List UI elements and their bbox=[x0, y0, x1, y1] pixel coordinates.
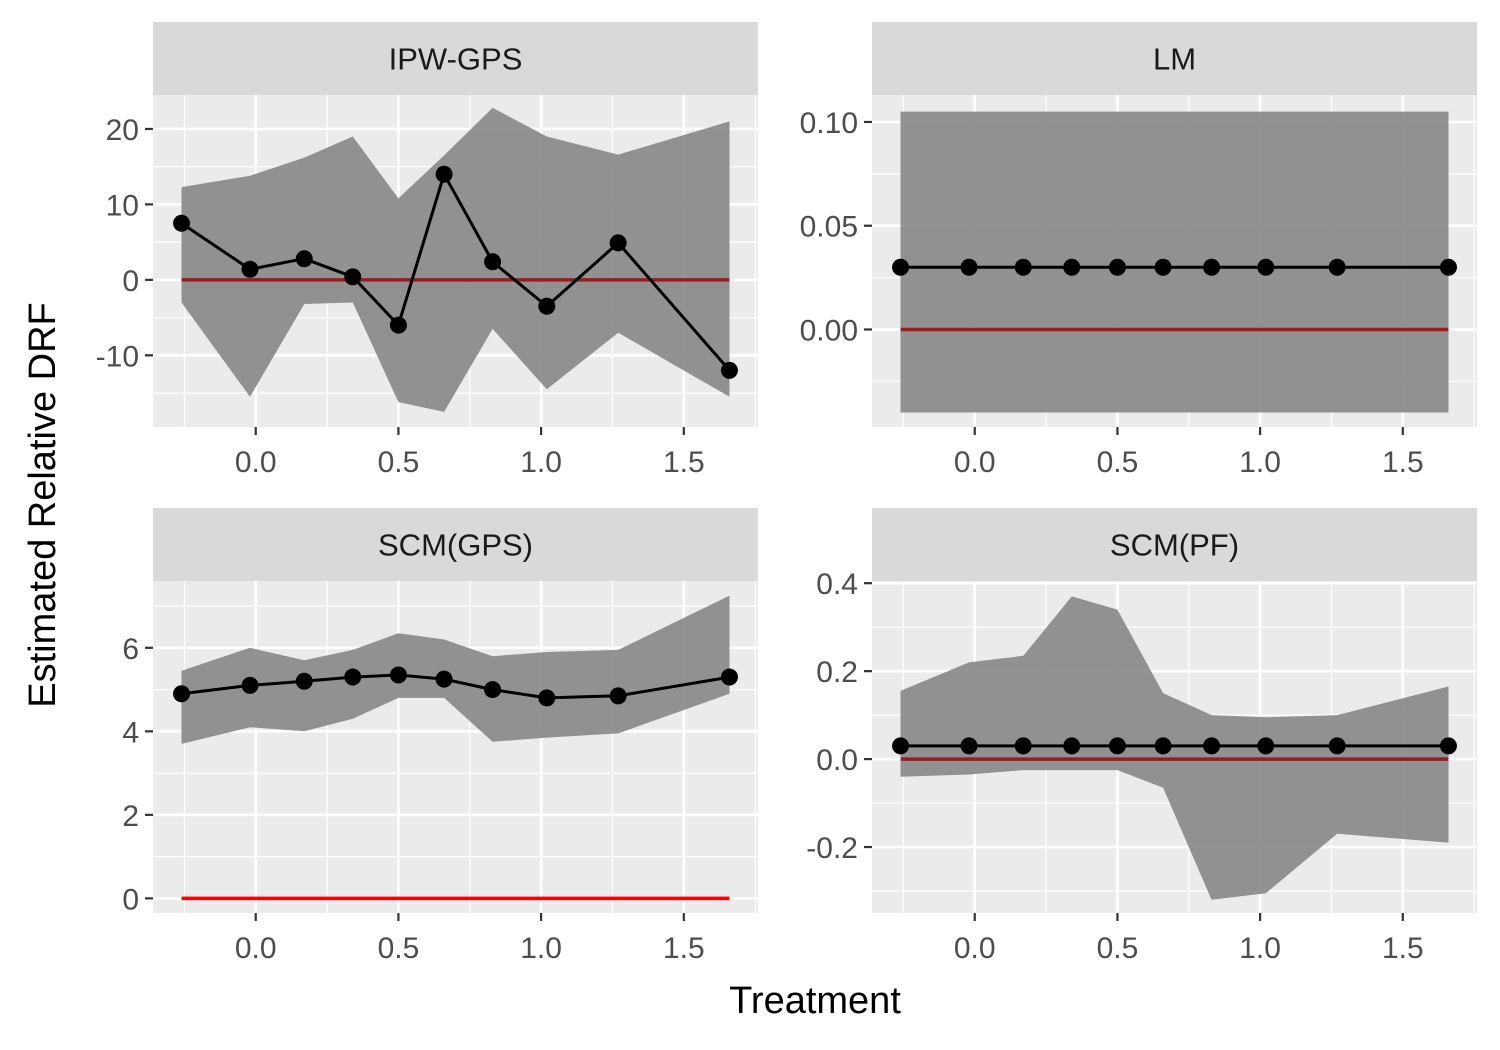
data-point bbox=[435, 670, 453, 688]
data-point bbox=[1439, 258, 1457, 276]
x-axis-title: Treatment bbox=[729, 980, 901, 1022]
y-tick-label: 20 bbox=[106, 114, 139, 147]
facet-panel-4: SCM(PF) -0.2 0.0 0.2 0.4 0.0 0.5 1.0 1.5 bbox=[806, 508, 1477, 965]
y-tick-label: 0.2 bbox=[816, 656, 858, 689]
facet-panel-2: LM 0.00 0.05 0.10 0.0 0.5 1.0 1.5 bbox=[800, 22, 1477, 479]
estimate-line bbox=[180, 170, 731, 372]
facet-title: SCM(GPS) bbox=[378, 528, 533, 563]
x-tick-label: 1.0 bbox=[520, 446, 562, 479]
data-point bbox=[389, 666, 407, 684]
y-tick-label: -10 bbox=[96, 340, 139, 373]
facet-title: LM bbox=[1153, 42, 1196, 77]
data-point bbox=[173, 685, 191, 703]
y-tick-label: 6 bbox=[122, 633, 139, 666]
x-tick-label: 1.5 bbox=[663, 446, 705, 479]
data-point bbox=[1154, 737, 1172, 755]
y-tick-label: -0.2 bbox=[806, 832, 858, 865]
data-point bbox=[1257, 737, 1275, 755]
data-point bbox=[960, 258, 978, 276]
facet-title: SCM(PF) bbox=[1110, 528, 1239, 563]
data-point bbox=[720, 361, 738, 379]
data-point bbox=[484, 253, 502, 271]
x-tick-label: 1.5 bbox=[663, 932, 705, 965]
data-point bbox=[892, 737, 910, 755]
estimate-line bbox=[181, 673, 730, 700]
data-point bbox=[1257, 258, 1275, 276]
x-tick-label: 0.5 bbox=[378, 932, 420, 965]
data-point bbox=[1328, 258, 1346, 276]
data-point bbox=[241, 260, 259, 278]
facet-panel-1: IPW-GPS -10 0 10 20 0.0 0.5 1.0 1.5 bbox=[96, 22, 758, 479]
data-point bbox=[1203, 737, 1221, 755]
data-point bbox=[1063, 737, 1081, 755]
data-point bbox=[389, 316, 407, 334]
facet-strip bbox=[872, 508, 1477, 581]
data-point bbox=[892, 258, 910, 276]
data-point bbox=[1328, 737, 1346, 755]
x-tick-label: 1.0 bbox=[1239, 932, 1281, 965]
y-tick-label: 0.0 bbox=[816, 744, 858, 777]
facet-strip bbox=[153, 22, 758, 95]
y-tick-label: 0.05 bbox=[800, 211, 858, 244]
data-point bbox=[960, 737, 978, 755]
plot-area bbox=[872, 581, 1477, 913]
facet-panel-3: SCM(GPS) 0 2 4 6 0.0 0.5 1.0 1.5 bbox=[122, 508, 758, 965]
data-point bbox=[1014, 258, 1032, 276]
y-axis-title: Estimated Relative DRF bbox=[22, 302, 64, 707]
data-point bbox=[344, 668, 362, 686]
data-point bbox=[1108, 737, 1126, 755]
x-tick-label: 1.0 bbox=[1239, 446, 1281, 479]
data-point bbox=[1108, 258, 1126, 276]
facet-title: IPW-GPS bbox=[389, 42, 523, 77]
y-tick-label: 0 bbox=[122, 883, 139, 916]
data-point bbox=[173, 214, 191, 232]
data-point bbox=[609, 234, 627, 252]
data-point bbox=[1014, 737, 1032, 755]
data-point bbox=[344, 268, 362, 286]
data-point bbox=[295, 250, 313, 268]
plot-area bbox=[872, 95, 1477, 427]
data-point bbox=[241, 676, 259, 694]
data-point bbox=[1063, 258, 1081, 276]
data-point bbox=[295, 672, 313, 690]
x-tick-label: 0.0 bbox=[235, 446, 277, 479]
y-tick-label: 0 bbox=[122, 265, 139, 298]
facet-strip bbox=[153, 508, 758, 581]
plot-area bbox=[153, 95, 758, 427]
confidence-band bbox=[900, 596, 1449, 900]
x-tick-label: 0.5 bbox=[1097, 932, 1139, 965]
x-tick-label: 0.5 bbox=[1097, 446, 1139, 479]
x-tick-label: 0.0 bbox=[954, 446, 996, 479]
data-point bbox=[435, 165, 453, 183]
confidence-band bbox=[900, 111, 1449, 413]
data-point bbox=[1203, 258, 1221, 276]
y-tick-label: 0.00 bbox=[800, 314, 858, 347]
plot-area bbox=[153, 581, 758, 913]
y-tick-label: 0.10 bbox=[800, 107, 858, 140]
x-tick-label: 0.0 bbox=[235, 932, 277, 965]
data-point bbox=[538, 689, 556, 707]
x-tick-label: 1.5 bbox=[1382, 932, 1424, 965]
x-tick-label: 1.0 bbox=[520, 932, 562, 965]
confidence-band bbox=[181, 595, 730, 744]
data-point bbox=[538, 297, 556, 315]
confidence-band bbox=[181, 107, 730, 412]
data-point bbox=[484, 681, 502, 699]
y-tick-label: 0.4 bbox=[816, 568, 858, 601]
data-point bbox=[720, 668, 738, 686]
y-tick-label: 2 bbox=[122, 800, 139, 833]
data-point bbox=[609, 687, 627, 705]
facet-strip bbox=[872, 22, 1477, 95]
x-tick-label: 1.5 bbox=[1382, 446, 1424, 479]
x-tick-label: 0.5 bbox=[378, 446, 420, 479]
y-tick-label: 4 bbox=[122, 716, 139, 749]
data-point bbox=[1154, 258, 1172, 276]
y-tick-label: 10 bbox=[106, 189, 139, 222]
x-tick-label: 0.0 bbox=[954, 932, 996, 965]
data-point bbox=[1439, 737, 1457, 755]
